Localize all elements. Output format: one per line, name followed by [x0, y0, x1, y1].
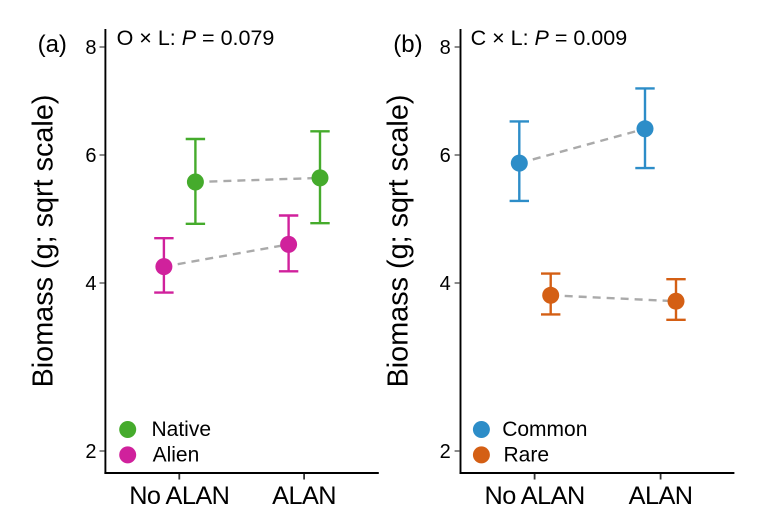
svg-text:ALAN: ALAN: [629, 482, 693, 510]
svg-text:Alien: Alien: [153, 444, 200, 467]
svg-text:4: 4: [440, 273, 451, 295]
svg-text:Rare: Rare: [504, 444, 550, 467]
svg-text:ALAN: ALAN: [272, 482, 336, 510]
svg-text:C × L: P = 0.009: C × L: P = 0.009: [471, 26, 628, 50]
svg-text:O × L: P = 0.079: O × L: P = 0.079: [117, 26, 275, 50]
svg-text:Common: Common: [502, 418, 587, 441]
svg-text:2: 2: [85, 441, 96, 463]
svg-text:8: 8: [440, 37, 451, 59]
svg-text:(b): (b): [393, 31, 422, 58]
svg-text:Biomass (g; sqrt scale): Biomass (g; sqrt scale): [28, 95, 60, 388]
svg-text:No ALAN: No ALAN: [129, 482, 229, 510]
svg-text:(a): (a): [38, 31, 67, 58]
svg-text:Biomass (g; sqrt scale): Biomass (g; sqrt scale): [383, 95, 415, 388]
svg-text:No ALAN: No ALAN: [484, 482, 584, 510]
svg-text:8: 8: [85, 37, 96, 59]
svg-text:4: 4: [85, 273, 96, 295]
svg-text:2: 2: [440, 441, 451, 463]
svg-text:6: 6: [440, 145, 451, 167]
svg-text:Native: Native: [152, 418, 212, 441]
svg-text:6: 6: [85, 145, 96, 167]
